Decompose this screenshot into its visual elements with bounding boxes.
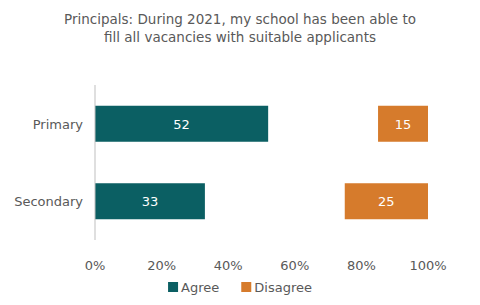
legend-swatch: [241, 282, 251, 292]
title-line: fill all vacancies with suitable applica…: [104, 29, 376, 45]
tick-label: 60%: [280, 258, 309, 273]
data-label: 33: [142, 194, 159, 209]
tick-label: 100%: [409, 258, 446, 273]
bar: [378, 106, 428, 142]
bar: [345, 183, 428, 219]
data-label: 25: [378, 194, 395, 209]
bar: [95, 183, 205, 219]
tick-label: 0%: [85, 258, 106, 273]
axis-line: [95, 85, 96, 240]
legend-swatch: [168, 282, 178, 292]
title: Principals: During 2021, my school has b…: [64, 11, 416, 45]
tick-label: 40%: [214, 258, 243, 273]
tick-label: 80%: [347, 258, 376, 273]
data-labels: 52 33 15 25: [142, 117, 412, 210]
data-label: 15: [395, 117, 412, 132]
tick-label: 20%: [147, 258, 176, 273]
chart-svg: Principals: During 2021, my school has b…: [0, 0, 480, 305]
bars: [95, 106, 428, 220]
bar: [95, 106, 268, 142]
legend-label: Agree: [181, 280, 219, 295]
legend-label: Disagree: [254, 280, 312, 295]
category-label: Primary: [33, 117, 84, 132]
title-group: Principals: During 2021, my school has b…: [64, 11, 416, 45]
category-label: Secondary: [14, 194, 83, 209]
data-label: 52: [173, 117, 190, 132]
chart-container: Principals: During 2021, my school has b…: [0, 0, 480, 305]
title-line: Principals: During 2021, my school has b…: [64, 11, 416, 27]
legend: Agree Disagree: [168, 280, 312, 295]
